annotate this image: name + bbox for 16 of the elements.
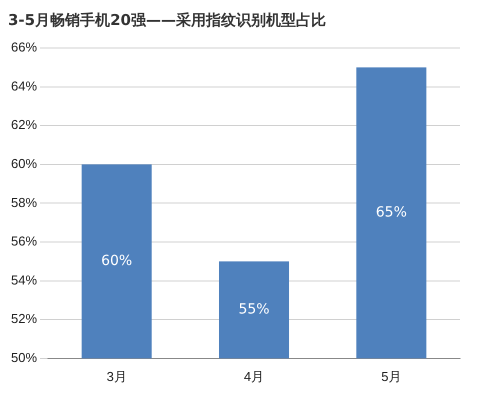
y-tick-label: 60% — [10, 156, 38, 171]
y-tick-label: 54% — [10, 272, 38, 288]
y-tick-label: 56% — [10, 234, 38, 249]
y-tick-label: 52% — [10, 311, 38, 326]
y-tick-label: 62% — [10, 117, 38, 132]
y-tick-label: 58% — [10, 194, 38, 210]
y-tick-label: 50% — [10, 350, 38, 365]
data-label: 60% — [101, 253, 132, 270]
data-label: 65% — [376, 204, 407, 221]
data-label: 55% — [238, 302, 270, 318]
y-tick-label: 64% — [10, 78, 38, 94]
chart-title: 3-5月畅销手机20强——采用指纹识别机型占比 — [8, 10, 326, 29]
x-tick-label: 3月 — [106, 368, 127, 384]
y-tick-label: 66% — [10, 40, 38, 55]
x-tick-label: 4月 — [244, 368, 264, 384]
x-tick-label: 5月 — [381, 368, 402, 384]
